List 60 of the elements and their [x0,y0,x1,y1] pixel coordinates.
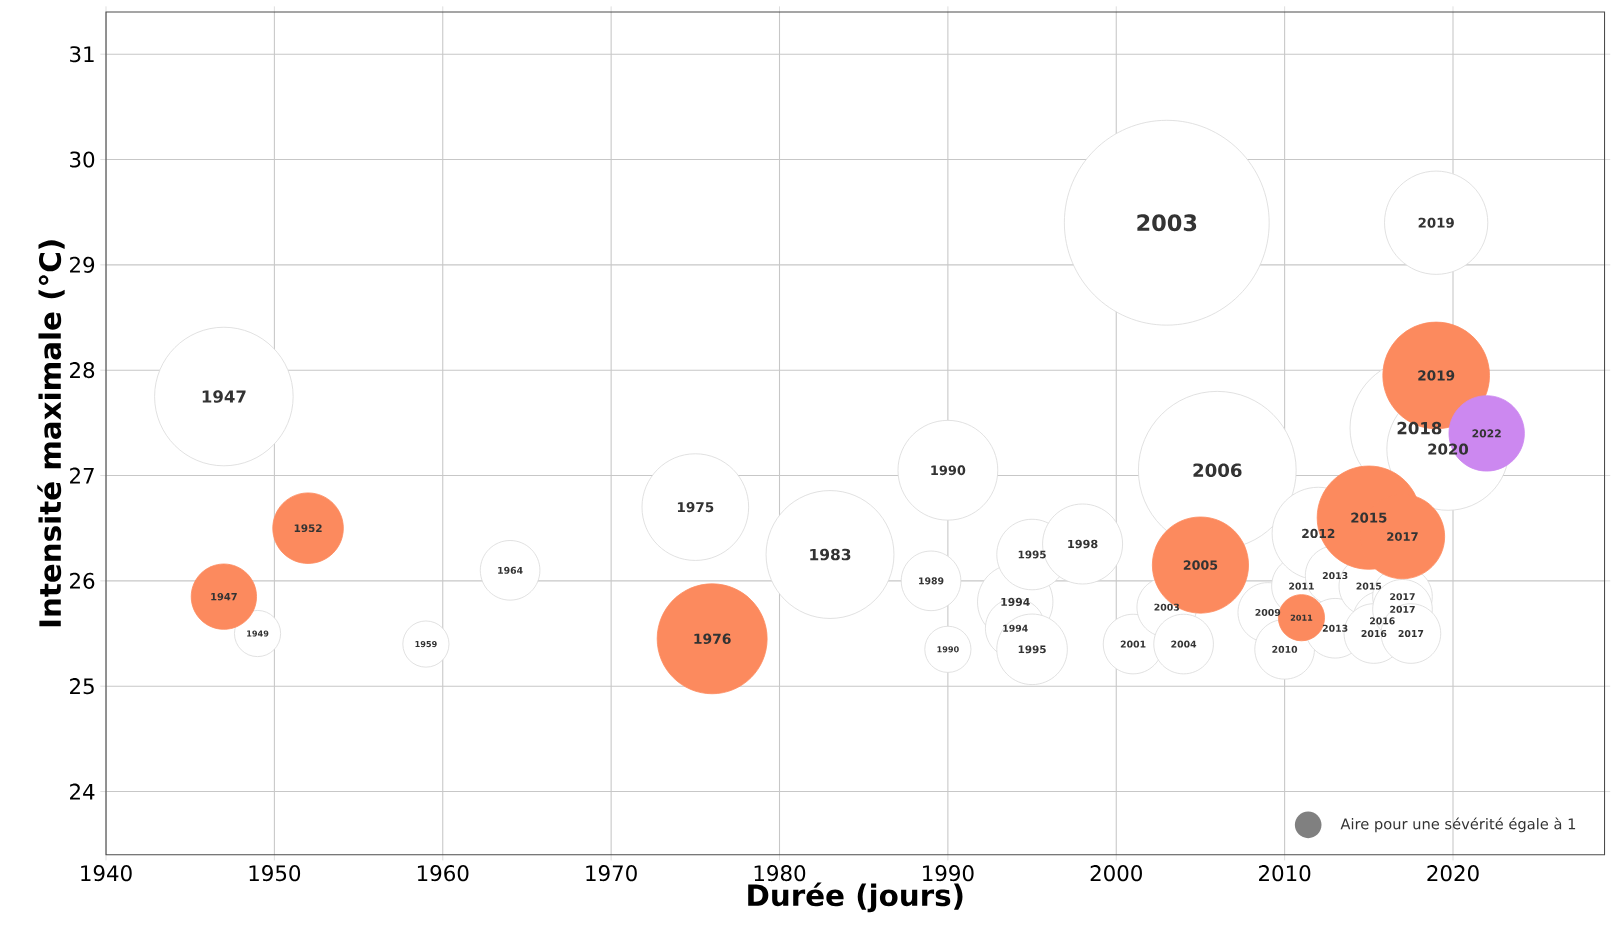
annotation: 2004 [1171,640,1197,648]
annotation: 2015 [1351,512,1387,523]
annotation: 2017 [1390,605,1415,613]
x-axis-title: Durée (jours) [748,882,963,913]
x-tick-label: 2020 [1427,865,1479,882]
annotation: 2016 [1370,617,1395,625]
x-tick-label: 1990 [923,865,974,882]
y-tick-label: 28 [70,362,95,379]
annotation: 2010 [1272,645,1298,653]
annotation: 1975 [677,501,714,513]
y-tick-label: 30 [70,151,95,168]
annotation: 1990 [931,465,966,476]
annotation: 2022 [1472,429,1501,438]
x-tick-label: 1940 [81,865,132,882]
annotation: 1994 [1003,624,1028,632]
annotation: 2003 [1154,603,1180,611]
annotation: 2003 [1137,214,1197,232]
annotation: 2011 [1290,614,1313,621]
y-axis-title: Intensité maximale (°C) [37,240,65,627]
annotation: 2017 [1390,593,1415,601]
annotation: 2005 [1183,560,1218,570]
annotation: 1983 [810,548,851,561]
annotation: 1994 [1001,597,1030,606]
legend-label: Aire pour une sévérité égale à 1 [1340,817,1576,833]
annotation: 1998 [1068,539,1098,549]
x-tick-label: 2000 [1090,865,1142,882]
annotation: 1990 [937,646,959,653]
y-tick-label: 27 [70,467,94,484]
annotation: 2001 [1120,640,1146,648]
x-tick-label: 1970 [586,865,637,882]
y-tick-label: 31 [70,46,94,63]
annotation: 2013 [1322,572,1348,580]
annotation: 1949 [247,630,269,637]
annotation: 1976 [694,633,731,645]
y-tick-label: 25 [70,678,94,695]
x-tick-label: 1960 [417,865,469,882]
annotation: 2019 [1418,370,1455,381]
annotation: 2016 [1361,630,1387,638]
annotation: 1964 [498,566,523,574]
annotation: 1947 [202,390,246,403]
annotation: 2013 [1322,624,1348,632]
y-tick-label: 24 [70,783,95,800]
x-tick-label: 2010 [1259,865,1311,882]
x-tick-label: 1950 [249,865,301,882]
y-tick-label: 29 [70,256,95,273]
annotation: 1995 [1018,550,1046,559]
annotation: 1952 [294,524,322,533]
annotation: 1995 [1018,645,1046,654]
annotation: 1989 [919,577,944,585]
annotation: 2017 [1387,532,1418,541]
x-tick-label: 1980 [754,865,806,882]
annotation: 2018 [1397,421,1442,435]
annotation: 1959 [415,640,437,648]
annotation: 2015 [1356,582,1382,590]
y-tick-label: 26 [70,572,95,589]
annotation: 2019 [1418,217,1454,228]
annotation: 2011 [1289,582,1314,590]
annotation: 1947 [211,592,237,601]
annotation: 2017 [1398,630,1424,638]
annotation: 2006 [1193,463,1242,478]
